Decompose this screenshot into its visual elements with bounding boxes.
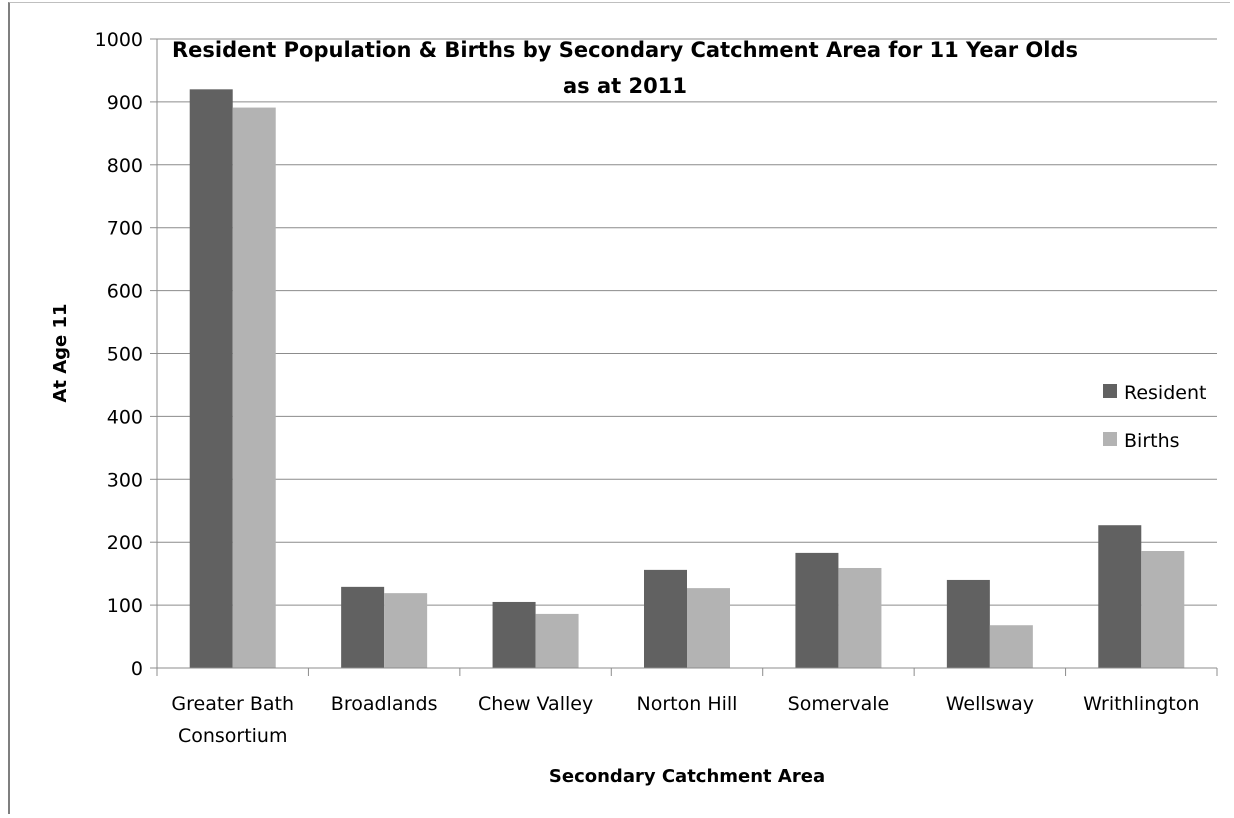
x-tick-label: Broadlands — [331, 693, 438, 715]
x-tick-label: Chew Valley — [478, 693, 593, 715]
x-axis — [156, 667, 1218, 676]
y-tick-label: 800 — [107, 155, 143, 177]
y-tick-label: 900 — [107, 92, 143, 114]
y-tick-label: 0 — [131, 658, 143, 680]
legend-label-resident: Resident — [1124, 382, 1206, 404]
chart-subtitle: as at 2011 — [563, 74, 687, 98]
bar-births-4 — [838, 567, 882, 668]
x-tick-labels: Greater Bath Consortium Broadlands Chew Val… — [171, 693, 1199, 747]
y-tick-label: 300 — [107, 469, 143, 491]
y-axis-title: At Age 11 — [50, 303, 71, 402]
chart-frame — [8, 2, 1230, 814]
y-tick-label: 100 — [107, 595, 143, 617]
bar-births-0 — [232, 107, 276, 669]
y-tick-labels: 0 100 200 300 400 500 600 700 800 900 1000 — [95, 29, 143, 680]
chart-title: Resident Population & Births by Secondar… — [172, 38, 1078, 62]
x-tick-label: Wellsway — [946, 693, 1034, 715]
bar-resident-4 — [795, 552, 839, 668]
x-axis-title: Secondary Catchment Area — [549, 766, 825, 787]
bar-births-2 — [535, 613, 579, 668]
bar-resident-2 — [492, 601, 536, 668]
bar-births-1 — [384, 593, 428, 668]
legend-label-births: Births — [1124, 430, 1180, 452]
bar-resident-5 — [946, 579, 990, 668]
y-tick-label: 500 — [107, 344, 143, 366]
y-tick-label: 1000 — [95, 29, 143, 51]
bar-resident-1 — [341, 586, 385, 668]
bar-resident-6 — [1098, 525, 1142, 668]
y-tick-label: 200 — [107, 532, 143, 554]
bar-births-3 — [687, 588, 730, 668]
bars — [189, 89, 1185, 669]
y-tick-label: 700 — [107, 218, 143, 240]
legend-swatch-resident — [1103, 384, 1117, 398]
bar-resident-0 — [189, 89, 233, 668]
x-tick-label: Somervale — [788, 693, 890, 715]
y-tick-label: 600 — [107, 281, 143, 303]
bar-resident-3 — [644, 569, 687, 668]
x-tick-label: Norton Hill — [637, 693, 738, 715]
legend-swatch-births — [1103, 432, 1117, 446]
y-tick-label: 400 — [107, 406, 143, 428]
bar-births-5 — [989, 625, 1033, 668]
x-tick-label: Writhlington — [1083, 693, 1199, 715]
legend: Resident Births — [1103, 382, 1206, 452]
bar-births-6 — [1141, 551, 1185, 668]
x-tick-label: Greater Bath Consortium — [171, 693, 294, 747]
